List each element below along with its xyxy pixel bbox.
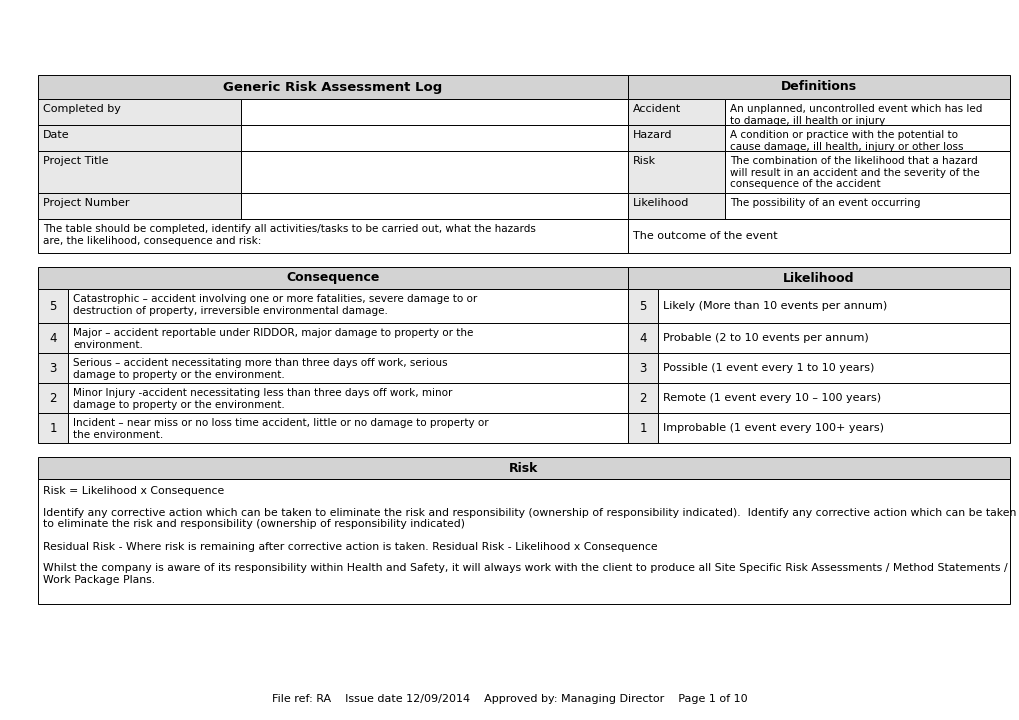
Text: Likelihood: Likelihood [633,198,689,208]
Text: The outcome of the event: The outcome of the event [633,231,776,241]
Bar [38,323,68,353]
Text: Catastrophic – accident involving one or more fatalities, severe damage to or
de: Catastrophic – accident involving one or… [73,294,477,315]
Text: Possible (1 event every 1 to 10 years): Possible (1 event every 1 to 10 years) [662,363,873,373]
Text: Identify any corrective action which can be taken to eliminate the risk and resp: Identify any corrective action which can… [43,508,1015,529]
Bar [657,289,1009,323]
Bar [628,413,657,443]
Bar [38,267,628,289]
Text: 5: 5 [639,300,646,312]
Bar [68,413,628,443]
Text: Risk: Risk [508,462,538,474]
Text: 2: 2 [49,392,57,405]
Text: 4: 4 [639,331,646,344]
Bar [38,125,240,151]
Text: The possibility of an event occurring: The possibility of an event occurring [730,198,919,208]
Text: Likely (More than 10 events per annum): Likely (More than 10 events per annum) [662,301,887,311]
Bar [628,323,657,353]
Text: 3: 3 [49,361,57,374]
Bar [68,323,628,353]
Text: Accident: Accident [633,104,681,114]
Bar [38,151,240,193]
Text: A condition or practice with the potential to
cause damage, ill health, injury o: A condition or practice with the potenti… [730,130,963,152]
Bar [657,413,1009,443]
Bar [628,125,725,151]
Bar [38,457,1009,479]
Bar [68,353,628,383]
Text: Whilst the company is aware of its responsibility within Health and Safety, it w: Whilst the company is aware of its respo… [43,563,1007,585]
Text: The combination of the likelihood that a hazard
will result in an accident and t: The combination of the likelihood that a… [730,156,979,189]
Text: Project Title: Project Title [43,156,108,166]
Text: 3: 3 [639,361,646,374]
Text: 5: 5 [49,300,57,312]
Bar [657,353,1009,383]
Bar [725,151,1009,193]
Bar [725,125,1009,151]
Bar [657,383,1009,413]
Bar [657,323,1009,353]
Text: Risk = Likelihood x Consequence: Risk = Likelihood x Consequence [43,486,224,496]
Bar [628,219,1009,253]
Bar [240,193,628,219]
Text: The table should be completed, identify all activities/tasks to be carried out, : The table should be completed, identify … [43,224,535,246]
Text: Likelihood: Likelihood [783,271,854,284]
Bar [628,99,725,125]
Bar [628,353,657,383]
Text: Hazard: Hazard [633,130,672,140]
Text: Completed by: Completed by [43,104,121,114]
Bar [38,479,1009,604]
Text: 2: 2 [639,392,646,405]
Bar [240,125,628,151]
Text: Residual Risk - Where risk is remaining after corrective action is taken. Residu: Residual Risk - Where risk is remaining … [43,541,657,552]
Text: An unplanned, uncontrolled event which has led
to damage, ill health or injury: An unplanned, uncontrolled event which h… [730,104,981,125]
Text: Consequence: Consequence [286,271,379,284]
Bar [38,193,240,219]
Bar [38,219,628,253]
Text: Generic Risk Assessment Log: Generic Risk Assessment Log [223,81,442,94]
Text: Risk: Risk [633,156,655,166]
Bar [628,267,1009,289]
Text: Incident – near miss or no loss time accident, little or no damage to property o: Incident – near miss or no loss time acc… [73,418,488,440]
Bar [628,151,725,193]
Bar [628,289,657,323]
Bar [628,383,657,413]
Text: Probable (2 to 10 events per annum): Probable (2 to 10 events per annum) [662,333,868,343]
Bar [38,353,68,383]
Text: 1: 1 [49,421,57,434]
Bar [628,193,725,219]
Bar [38,383,68,413]
Text: Improbable (1 event every 100+ years): Improbable (1 event every 100+ years) [662,423,883,433]
Text: Remote (1 event every 10 – 100 years): Remote (1 event every 10 – 100 years) [662,393,880,403]
Bar [725,193,1009,219]
Bar [38,289,68,323]
Text: 1: 1 [639,421,646,434]
Text: Serious – accident necessitating more than three days off work, serious
damage t: Serious – accident necessitating more th… [73,358,447,379]
Bar [628,75,1009,99]
Text: 4: 4 [49,331,57,344]
Text: File ref: RA    Issue date 12/09/2014    Approved by: Managing Director    Page : File ref: RA Issue date 12/09/2014 Appro… [272,694,747,704]
Bar [38,75,628,99]
Text: Definitions: Definitions [781,81,856,94]
Bar [725,99,1009,125]
Bar [38,413,68,443]
Text: Project Number: Project Number [43,198,129,208]
Text: Date: Date [43,130,69,140]
Text: Major – accident reportable under RIDDOR, major damage to property or the
enviro: Major – accident reportable under RIDDOR… [73,328,473,350]
Bar [240,151,628,193]
Text: Minor Injury -accident necessitating less than three days off work, minor
damage: Minor Injury -accident necessitating les… [73,388,452,410]
Bar [38,99,240,125]
Bar [240,99,628,125]
Bar [68,383,628,413]
Bar [68,289,628,323]
